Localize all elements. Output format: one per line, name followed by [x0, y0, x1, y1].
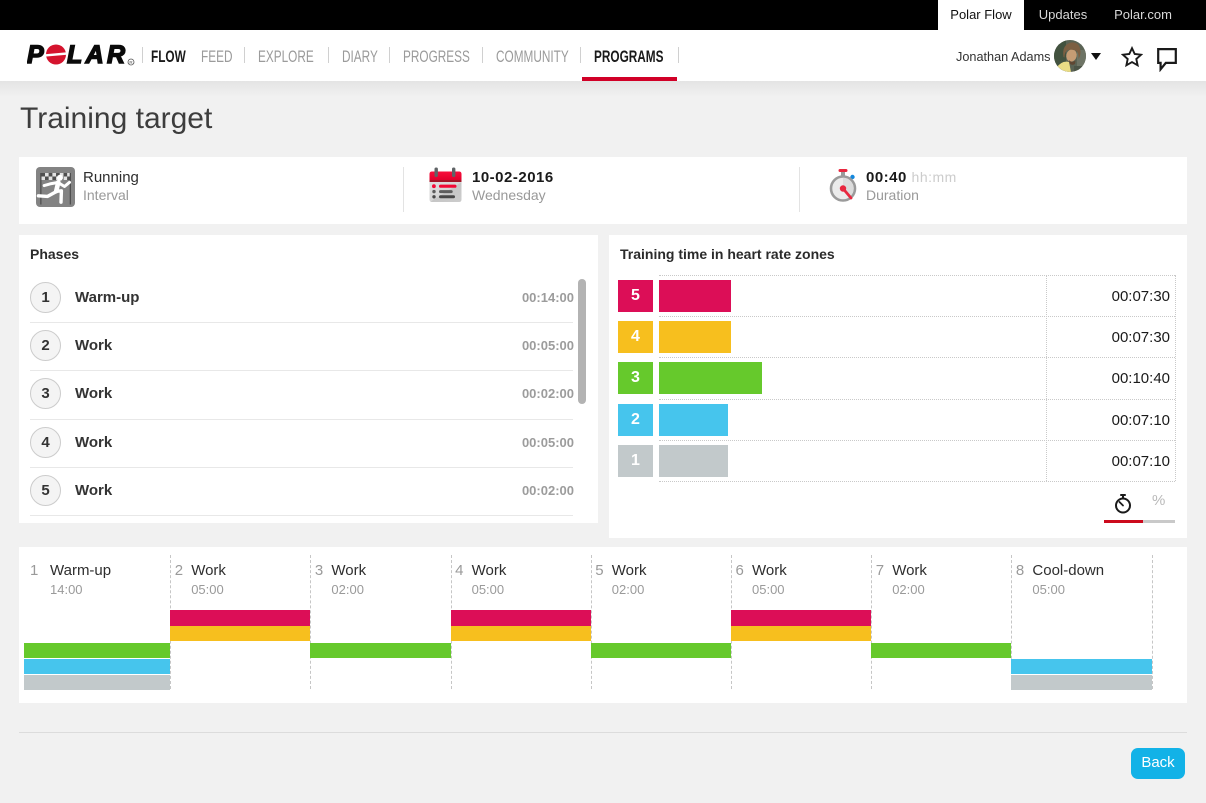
- svg-text:R: R: [129, 60, 133, 65]
- svg-text:P: P: [27, 44, 44, 66]
- svg-text:LAR: LAR: [67, 44, 125, 66]
